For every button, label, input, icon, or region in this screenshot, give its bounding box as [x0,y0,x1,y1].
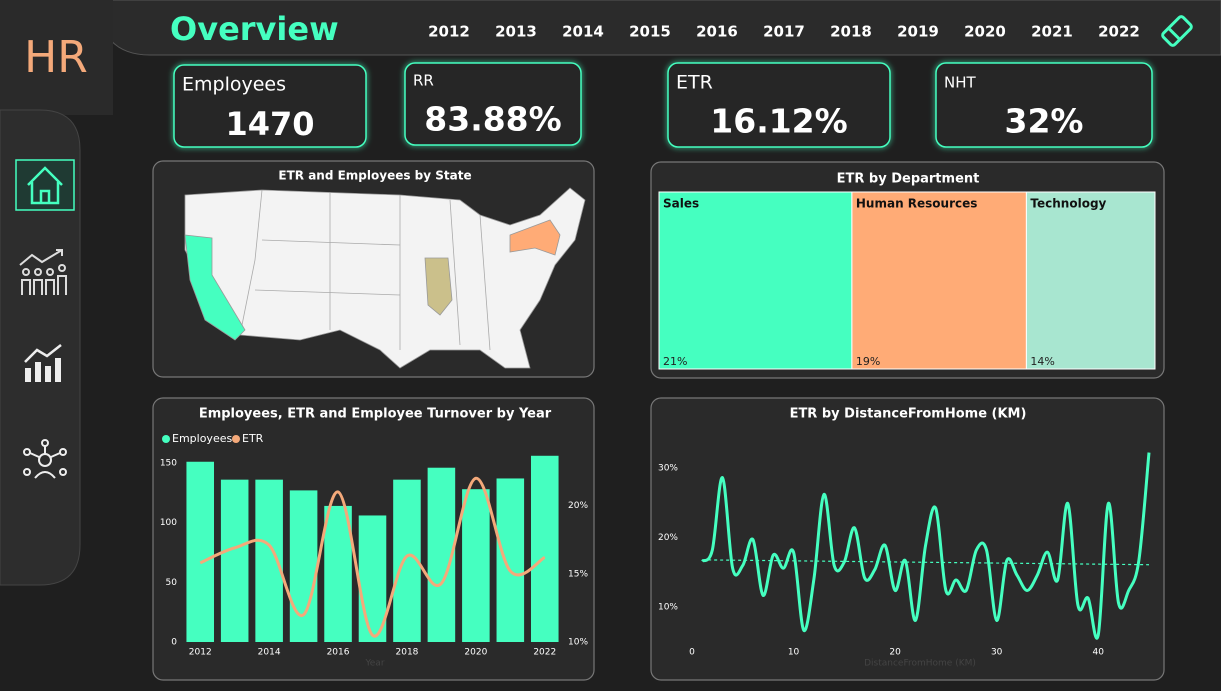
year-button[interactable]: 2019 [897,23,939,41]
legend-marker [232,435,240,443]
legend-marker [162,435,170,443]
kpi-label: RR [413,72,434,90]
treemap-tile[interactable] [851,191,1027,370]
x-tick-label: 2020 [464,648,487,658]
logo: HR [24,32,88,83]
x-tick-label: 2016 [327,648,350,658]
us-map[interactable] [184,187,586,369]
bar[interactable] [530,455,559,642]
tile-value: 14% [1030,355,1054,368]
x-tick-label: 2012 [189,648,212,658]
logo-box [0,0,113,115]
kpi-value: 83.88% [424,100,561,139]
kpi-card [404,62,582,146]
bar[interactable] [496,478,525,642]
distance-chart-card [650,397,1165,681]
year-button[interactable]: 2017 [763,23,805,41]
analytics-button[interactable] [24,344,62,382]
tile-label: Sales [663,197,699,211]
x-tick-label: 10 [788,648,800,658]
kpi-label: ETR [676,72,713,94]
home-button[interactable] [15,159,75,211]
bar[interactable] [358,515,387,642]
y-tick-label: 10% [658,603,678,613]
year-button[interactable]: 2020 [964,23,1006,41]
year-button[interactable]: 2021 [1031,23,1073,41]
x-axis-label: Year [364,659,384,669]
y-tick-label: 30% [658,463,678,473]
bar[interactable] [324,505,352,642]
bar[interactable] [289,490,318,642]
network-button[interactable] [23,439,67,479]
kpi-label: Employees [182,74,286,96]
chart-title: ETR and Employees by State [278,169,471,183]
tile-label: Human Resources [856,197,978,211]
year-button[interactable]: 2013 [495,23,537,41]
x-tick-label: 2022 [533,648,556,658]
tile-value: 19% [856,355,880,368]
x-tick-label: 0 [689,648,695,658]
year-button[interactable]: 2016 [696,23,738,41]
kpi-value: 1470 [225,105,314,143]
bar[interactable] [255,479,283,642]
chart-title: ETR by Department [837,172,980,187]
kpi-value: 16.12% [710,102,847,141]
legend-label: Employees [172,432,232,445]
treemap-tile[interactable] [658,191,853,370]
legend-label: ETR [242,432,264,445]
year-button[interactable]: 2012 [428,23,470,41]
etr-line [199,476,546,638]
y2-tick-label: 15% [568,569,588,579]
clear-filter-icon[interactable] [1161,15,1193,47]
y-tick-label: 100 [160,518,177,528]
year-button[interactable]: 2014 [562,23,604,41]
etr-line [701,452,1151,640]
x-tick-label: 2014 [258,648,281,658]
tile-value: 21% [663,355,687,368]
y-tick-label: 0 [171,638,177,648]
tile-label: Technology [1030,197,1106,211]
y-tick-label: 20% [658,533,678,543]
chart-title: ETR by DistanceFromHome (KM) [790,407,1027,422]
treemap-tile[interactable] [1025,191,1156,370]
x-tick-label: 20 [889,648,901,658]
kpi-card [173,64,367,148]
y-tick-label: 150 [160,458,177,468]
year-button[interactable]: 2018 [830,23,872,41]
year-button[interactable]: 2022 [1098,23,1140,41]
kpi-value: 32% [1005,102,1084,141]
sidebar [0,109,81,586]
x-tick-label: 2018 [396,648,419,658]
year-button[interactable]: 2015 [629,23,671,41]
y-tick-label: 50 [166,578,178,588]
x-tick-label: 40 [1092,648,1104,658]
bar[interactable] [220,479,249,642]
people-button[interactable] [19,249,67,295]
kpi-card [935,62,1153,148]
kpi-card [667,62,891,148]
x-tick-label: 30 [991,648,1003,658]
bar[interactable] [186,461,215,642]
page-title: Overview [170,10,339,48]
year-slicer[interactable]: 2012 2013 2014 2015 2016 2017 2018 2019 2020 2021… [428,23,1140,41]
bar[interactable] [462,489,490,642]
kpi-label: NHT [944,74,977,92]
chart-title: Employees, ETR and Employee Turnover by … [199,407,552,422]
y2-tick-label: 10% [568,638,588,648]
y2-tick-label: 20% [568,501,588,511]
x-axis-label: DistanceFromHome (KM) [864,659,976,669]
